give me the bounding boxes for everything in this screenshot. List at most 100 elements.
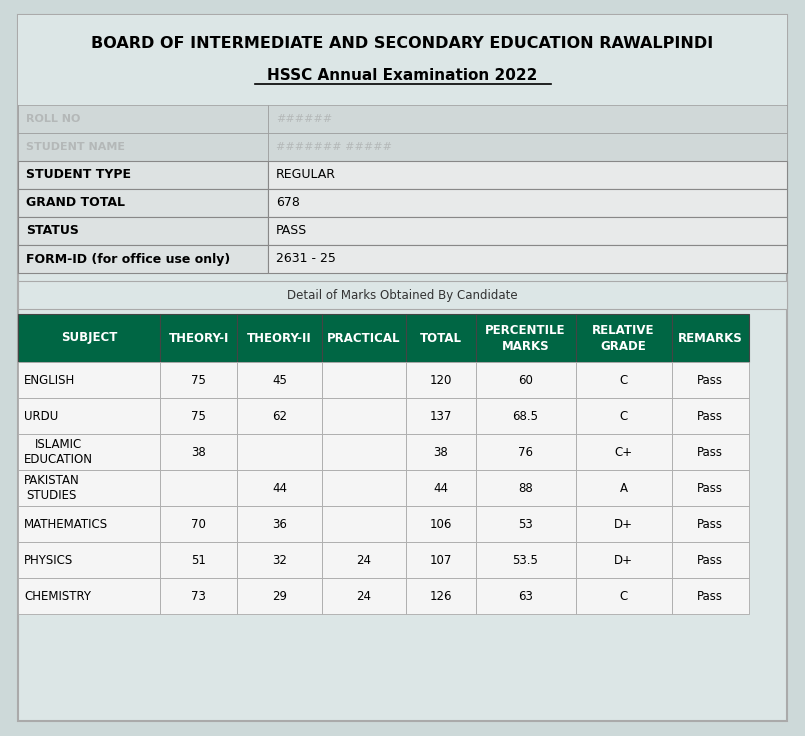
Text: 75: 75 bbox=[192, 409, 206, 422]
Bar bbox=[322, 542, 407, 578]
Text: C: C bbox=[620, 409, 628, 422]
Text: Pass: Pass bbox=[697, 553, 723, 567]
Text: 107: 107 bbox=[430, 553, 452, 567]
Text: C: C bbox=[620, 373, 628, 386]
Text: 36: 36 bbox=[272, 517, 287, 531]
Text: 2631 - 25: 2631 - 25 bbox=[276, 252, 336, 266]
Bar bbox=[237, 506, 322, 542]
Text: PRACTICAL: PRACTICAL bbox=[328, 331, 401, 344]
Text: GRAND TOTAL: GRAND TOTAL bbox=[26, 197, 125, 210]
Bar bbox=[671, 434, 749, 470]
Bar bbox=[476, 542, 576, 578]
Bar bbox=[160, 470, 237, 506]
Text: Detail of Marks Obtained By Candidate: Detail of Marks Obtained By Candidate bbox=[287, 289, 518, 302]
Bar bbox=[18, 314, 160, 362]
Bar bbox=[322, 398, 407, 434]
Text: C: C bbox=[620, 590, 628, 603]
Bar bbox=[237, 398, 322, 434]
Bar bbox=[237, 542, 322, 578]
Bar bbox=[576, 506, 671, 542]
Bar bbox=[576, 542, 671, 578]
Bar bbox=[18, 105, 268, 133]
Text: STUDENT NAME: STUDENT NAME bbox=[26, 142, 125, 152]
Bar bbox=[407, 506, 476, 542]
Bar bbox=[476, 506, 576, 542]
Bar bbox=[268, 133, 787, 161]
Text: ENGLISH: ENGLISH bbox=[24, 373, 75, 386]
Text: 75: 75 bbox=[192, 373, 206, 386]
Text: STUDENT TYPE: STUDENT TYPE bbox=[26, 169, 131, 182]
Bar bbox=[268, 245, 787, 273]
Text: BOARD OF INTERMEDIATE AND SECONDARY EDUCATION RAWALPINDI: BOARD OF INTERMEDIATE AND SECONDARY EDUC… bbox=[92, 35, 713, 51]
Text: REMARKS: REMARKS bbox=[678, 331, 742, 344]
Text: 60: 60 bbox=[518, 373, 533, 386]
Bar bbox=[407, 434, 476, 470]
Text: STATUS: STATUS bbox=[26, 224, 79, 238]
Text: 53.5: 53.5 bbox=[513, 553, 539, 567]
Text: Pass: Pass bbox=[697, 409, 723, 422]
Bar bbox=[18, 217, 268, 245]
Bar bbox=[407, 362, 476, 398]
Text: 44: 44 bbox=[433, 481, 448, 495]
Text: 120: 120 bbox=[430, 373, 452, 386]
Bar bbox=[407, 542, 476, 578]
Text: Pass: Pass bbox=[697, 481, 723, 495]
Text: 24: 24 bbox=[357, 590, 372, 603]
Bar bbox=[18, 434, 160, 470]
Bar bbox=[160, 578, 237, 614]
Bar bbox=[322, 578, 407, 614]
Bar bbox=[476, 314, 576, 362]
Text: PAKISTAN
STUDIES: PAKISTAN STUDIES bbox=[24, 474, 80, 502]
Bar bbox=[268, 217, 787, 245]
Text: HSSC Annual Examination 2022: HSSC Annual Examination 2022 bbox=[267, 68, 538, 82]
Bar bbox=[671, 314, 749, 362]
Text: 38: 38 bbox=[192, 445, 206, 459]
Text: 32: 32 bbox=[272, 553, 287, 567]
Text: ROLL NO: ROLL NO bbox=[26, 114, 80, 124]
Bar bbox=[18, 133, 268, 161]
Bar bbox=[237, 470, 322, 506]
Bar bbox=[671, 470, 749, 506]
Text: 45: 45 bbox=[272, 373, 287, 386]
Bar bbox=[18, 578, 160, 614]
Bar bbox=[476, 470, 576, 506]
Bar bbox=[576, 314, 671, 362]
Text: 76: 76 bbox=[518, 445, 533, 459]
Bar bbox=[407, 470, 476, 506]
Text: THEORY-II: THEORY-II bbox=[247, 331, 312, 344]
Text: FORM-ID (for office use only): FORM-ID (for office use only) bbox=[26, 252, 230, 266]
Bar bbox=[322, 506, 407, 542]
Bar bbox=[322, 314, 407, 362]
Text: SUBJECT: SUBJECT bbox=[61, 331, 118, 344]
Bar bbox=[268, 105, 787, 133]
Text: 137: 137 bbox=[430, 409, 452, 422]
Bar bbox=[576, 434, 671, 470]
Bar bbox=[322, 470, 407, 506]
Bar bbox=[322, 362, 407, 398]
Text: Pass: Pass bbox=[697, 590, 723, 603]
Text: 62: 62 bbox=[272, 409, 287, 422]
Text: C+: C+ bbox=[614, 445, 633, 459]
Bar bbox=[18, 15, 787, 105]
Bar bbox=[18, 398, 160, 434]
Bar bbox=[18, 506, 160, 542]
Bar bbox=[476, 362, 576, 398]
Text: 29: 29 bbox=[272, 590, 287, 603]
Text: 63: 63 bbox=[518, 590, 533, 603]
Bar bbox=[322, 434, 407, 470]
Bar bbox=[576, 470, 671, 506]
Text: URDU: URDU bbox=[24, 409, 58, 422]
Text: Pass: Pass bbox=[697, 373, 723, 386]
Text: 44: 44 bbox=[272, 481, 287, 495]
Text: 126: 126 bbox=[430, 590, 452, 603]
Bar bbox=[237, 314, 322, 362]
Bar bbox=[18, 362, 160, 398]
Bar bbox=[407, 578, 476, 614]
Bar bbox=[160, 542, 237, 578]
Text: D+: D+ bbox=[614, 553, 633, 567]
Bar bbox=[18, 161, 268, 189]
Bar bbox=[268, 161, 787, 189]
Bar bbox=[237, 578, 322, 614]
Text: PHYSICS: PHYSICS bbox=[24, 553, 73, 567]
Text: ####### #####: ####### ##### bbox=[276, 142, 392, 152]
